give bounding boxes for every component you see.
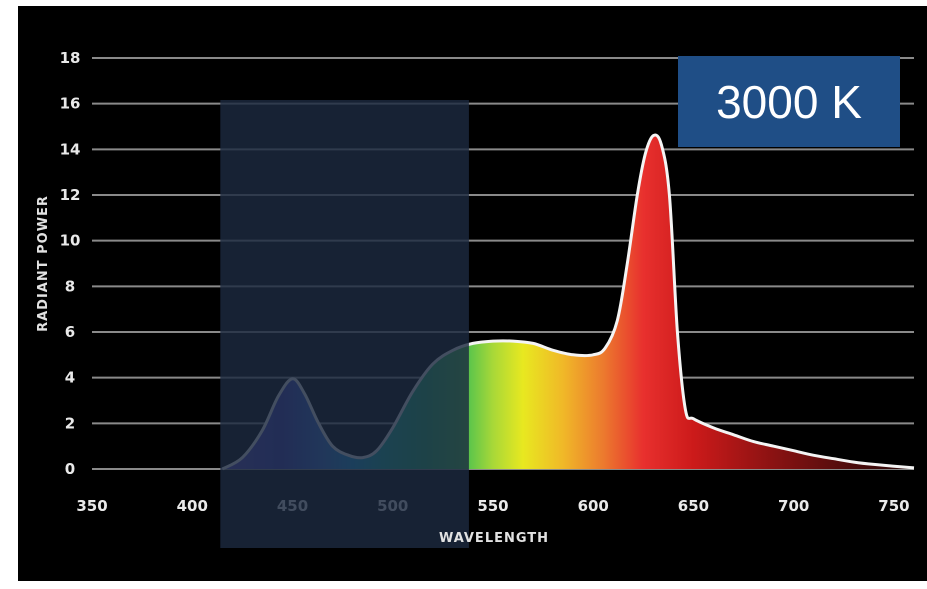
x-tick-label: 650 (678, 497, 709, 515)
x-tick-label: 750 (878, 497, 909, 515)
x-tick-label: 550 (477, 497, 508, 515)
y-tick-labels: 0 2 4 6 8 10 12 14 16 18 (60, 49, 81, 478)
y-tick-label: 2 (65, 414, 75, 432)
x-axis-title: WAVELENGTH (439, 531, 549, 546)
x-tick-labels: 350400450500550600650700750 (76, 497, 909, 515)
y-tick-label: 14 (60, 140, 81, 158)
x-tick-label: 400 (177, 497, 208, 515)
y-tick-label: 4 (65, 369, 75, 387)
y-tick-label: 8 (65, 277, 75, 295)
highlight-band (220, 100, 469, 548)
y-axis-title: RADIANT POWER (36, 195, 51, 332)
y-tick-label: 18 (60, 49, 81, 67)
y-tick-label: 10 (60, 232, 81, 250)
x-tick-label: 700 (778, 497, 809, 515)
x-tick-label: 600 (578, 497, 609, 515)
y-tick-label: 6 (65, 323, 75, 341)
y-tick-label: 0 (65, 460, 75, 478)
x-tick-label: 350 (76, 497, 107, 515)
color-temperature-badge: 3000 K (678, 56, 900, 147)
y-tick-label: 12 (60, 186, 81, 204)
y-tick-label: 16 (60, 95, 81, 113)
